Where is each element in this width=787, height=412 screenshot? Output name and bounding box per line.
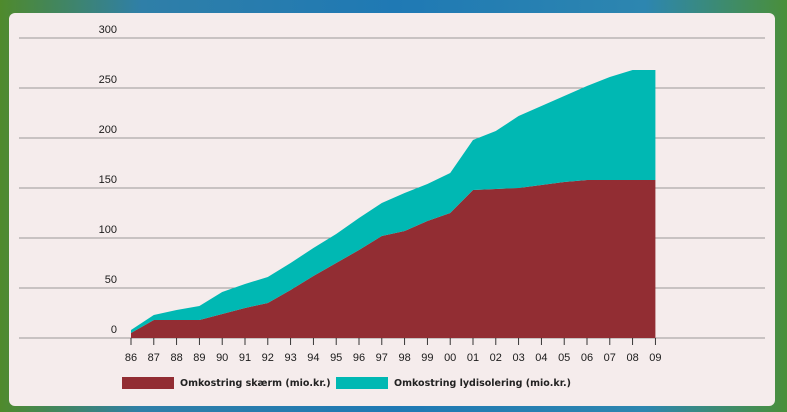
x-tick-label: 99	[421, 352, 433, 364]
x-tick-label: 95	[330, 352, 342, 364]
x-tick-label: 06	[581, 352, 593, 364]
x-tick-label: 07	[604, 352, 616, 364]
y-tick-label: 0	[111, 324, 117, 336]
y-tick-label: 50	[105, 274, 117, 286]
series-area-1	[131, 70, 656, 333]
y-tick-label: 250	[99, 74, 117, 86]
x-tick-label: 89	[193, 352, 205, 364]
x-tick-label: 01	[467, 352, 479, 364]
y-tick-label: 200	[99, 124, 117, 136]
x-tick-label: 03	[512, 352, 524, 364]
x-tick-label: 93	[284, 352, 296, 364]
series-area-0	[131, 180, 656, 338]
x-tick-label: 08	[626, 352, 638, 364]
x-tick-label: 94	[307, 352, 319, 364]
x-tick-label: 90	[216, 352, 228, 364]
legend-label-insulation: Omkostring lydisolering (mio.kr.)	[394, 377, 572, 389]
area-layer	[131, 70, 656, 338]
legend-label-screen: Omkostring skærm (mio.kr.)	[180, 377, 331, 389]
x-tick-label: 09	[649, 352, 661, 364]
axis-layer	[130, 338, 656, 345]
x-tick-label: 05	[558, 352, 570, 364]
x-tick-label: 04	[535, 352, 547, 364]
x-tick-label: 00	[444, 352, 456, 364]
x-tick-label: 86	[125, 352, 137, 364]
x-tick-label: 02	[490, 352, 502, 364]
legend-swatch-screen	[122, 377, 174, 389]
y-tick-label: 100	[99, 224, 117, 236]
legend-swatch-insulation	[336, 377, 388, 389]
x-tick-label: 88	[170, 352, 182, 364]
x-tick-label: 91	[239, 352, 251, 364]
x-tick-label: 97	[376, 352, 388, 364]
y-tick-label: 150	[99, 174, 117, 186]
y-tick-label: 300	[99, 24, 117, 36]
legend-item-screen: Omkostring skærm (mio.kr.)	[122, 377, 331, 389]
legend-item-insulation: Omkostring lydisolering (mio.kr.)	[336, 377, 571, 389]
x-tick-label: 92	[262, 352, 274, 364]
x-tick-label: 98	[398, 352, 410, 364]
x-tick-label: 96	[353, 352, 365, 364]
x-tick-label: 87	[148, 352, 160, 364]
